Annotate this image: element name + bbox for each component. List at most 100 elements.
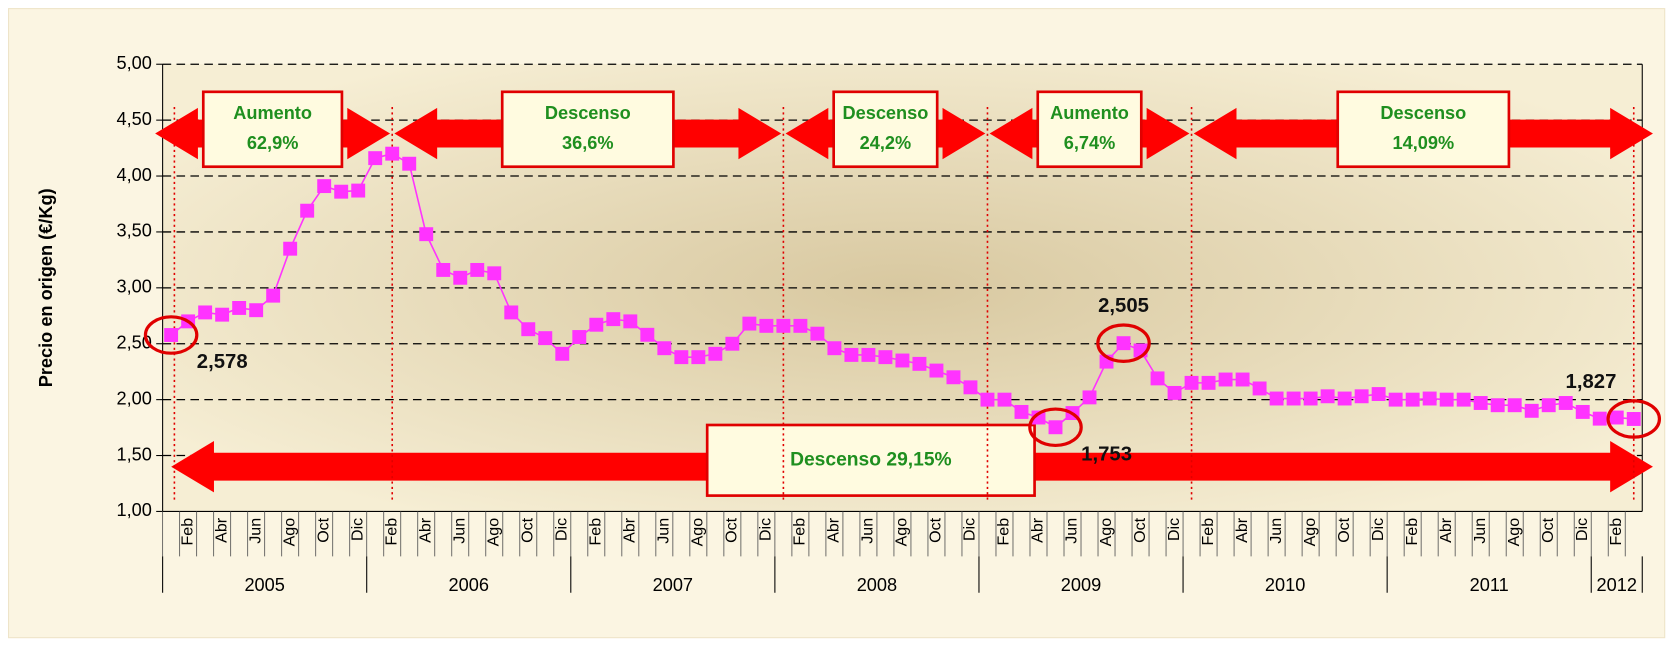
point-marker bbox=[521, 322, 536, 337]
x-tick-label: Dic bbox=[961, 518, 979, 541]
x-tick-label: Ago bbox=[484, 518, 502, 547]
value-label: 2,578 bbox=[197, 351, 248, 373]
point-marker bbox=[1320, 389, 1335, 404]
overall-box bbox=[705, 423, 1036, 497]
point-marker bbox=[589, 317, 604, 332]
phase-change: 62,9% bbox=[247, 133, 299, 153]
x-tick-label: Oct bbox=[519, 517, 537, 542]
x-tick-label: Dic bbox=[553, 518, 571, 541]
x-tick-label: Abr bbox=[1437, 517, 1455, 543]
point-marker bbox=[725, 336, 740, 351]
point-marker bbox=[1626, 412, 1641, 426]
x-tick-label: Oct bbox=[314, 517, 332, 542]
phase-label: Descenso bbox=[1380, 103, 1466, 123]
point-marker bbox=[776, 318, 791, 333]
point-marker bbox=[742, 316, 757, 331]
point-marker bbox=[1286, 391, 1301, 406]
point-marker bbox=[1490, 398, 1505, 413]
point-marker bbox=[963, 380, 978, 395]
year-label: 2009 bbox=[1061, 575, 1101, 595]
x-tick-label: Jun bbox=[1063, 518, 1081, 544]
point-marker bbox=[1184, 375, 1199, 390]
point-marker bbox=[1592, 411, 1607, 426]
point-marker bbox=[912, 356, 927, 371]
x-tick-label: Jun bbox=[1267, 518, 1285, 544]
point-marker bbox=[402, 156, 417, 171]
point-marker bbox=[1269, 391, 1284, 406]
year-label: 2007 bbox=[653, 575, 693, 595]
point-marker bbox=[572, 330, 587, 344]
year-label: 2006 bbox=[449, 575, 489, 595]
point-marker bbox=[674, 350, 689, 365]
point-marker bbox=[555, 346, 570, 361]
x-tick-label: Ago bbox=[893, 518, 911, 547]
point-marker bbox=[1558, 396, 1573, 410]
point-marker bbox=[164, 328, 179, 342]
point-marker bbox=[1116, 336, 1131, 351]
point-marker bbox=[1456, 392, 1471, 407]
value-label: 2,505 bbox=[1098, 295, 1149, 317]
phase-label: Descenso bbox=[842, 103, 928, 123]
y-axis-title: Precio en origen (€/Kg) bbox=[36, 188, 56, 387]
point-marker bbox=[283, 241, 298, 256]
point-marker bbox=[946, 370, 961, 385]
point-marker bbox=[793, 318, 808, 333]
x-tick-label: Jun bbox=[450, 518, 468, 544]
y-tick-label: 4,00 bbox=[117, 165, 152, 185]
year-label: 2011 bbox=[1470, 575, 1509, 595]
x-tick-label: Oct bbox=[1335, 517, 1353, 542]
x-tick-label: Feb bbox=[791, 518, 809, 546]
point-marker bbox=[878, 350, 893, 365]
x-tick-label: Jun bbox=[246, 518, 264, 544]
x-tick-label: Feb bbox=[382, 518, 400, 546]
y-tick-label: 2,50 bbox=[117, 333, 152, 353]
x-tick-label: Jun bbox=[655, 518, 673, 544]
point-marker bbox=[640, 327, 655, 342]
x-tick-label: Jun bbox=[1471, 518, 1489, 544]
point-marker bbox=[861, 347, 876, 362]
x-tick-label: Feb bbox=[1607, 518, 1625, 546]
point-marker bbox=[1388, 392, 1403, 407]
point-marker bbox=[1150, 371, 1165, 386]
phase-change: 14,09% bbox=[1393, 133, 1455, 153]
point-marker bbox=[1252, 381, 1267, 396]
x-tick-label: Dic bbox=[757, 518, 775, 541]
y-tick-label: 5,00 bbox=[117, 53, 152, 73]
point-marker bbox=[606, 312, 621, 327]
x-tick-label: Ago bbox=[280, 518, 298, 547]
point-marker bbox=[266, 288, 281, 303]
point-marker bbox=[1422, 391, 1437, 406]
point-marker bbox=[215, 307, 230, 322]
x-tick-label: Oct bbox=[927, 517, 945, 542]
x-tick-label: Abr bbox=[416, 517, 434, 543]
point-marker bbox=[708, 346, 723, 361]
point-marker bbox=[487, 266, 502, 281]
point-marker bbox=[1303, 391, 1318, 406]
point-marker bbox=[691, 350, 706, 365]
x-tick-label: Feb bbox=[1199, 518, 1217, 546]
x-tick-label: Dic bbox=[348, 518, 366, 541]
point-marker bbox=[1048, 420, 1063, 435]
point-marker bbox=[844, 347, 859, 362]
x-tick-label: Ago bbox=[689, 518, 707, 547]
y-tick-label: 4,50 bbox=[117, 109, 152, 129]
x-tick-label: Dic bbox=[1573, 518, 1591, 541]
point-marker bbox=[1082, 390, 1097, 405]
phase-box bbox=[1036, 90, 1143, 169]
point-marker bbox=[1031, 410, 1046, 425]
phase-label: Descenso bbox=[545, 103, 631, 123]
point-marker bbox=[504, 305, 519, 320]
phase-label: Aumento bbox=[1050, 103, 1129, 123]
x-tick-label: Oct bbox=[1131, 517, 1149, 542]
point-marker bbox=[453, 270, 468, 285]
point-marker bbox=[1507, 398, 1522, 413]
x-tick-label: Ago bbox=[1097, 518, 1115, 547]
value-label: 1,827 bbox=[1566, 371, 1617, 393]
point-marker bbox=[1014, 404, 1029, 419]
point-marker bbox=[1218, 372, 1233, 387]
phase-box bbox=[201, 90, 344, 169]
point-marker bbox=[368, 151, 383, 166]
value-label: 1,753 bbox=[1081, 443, 1132, 465]
point-marker bbox=[249, 303, 264, 318]
